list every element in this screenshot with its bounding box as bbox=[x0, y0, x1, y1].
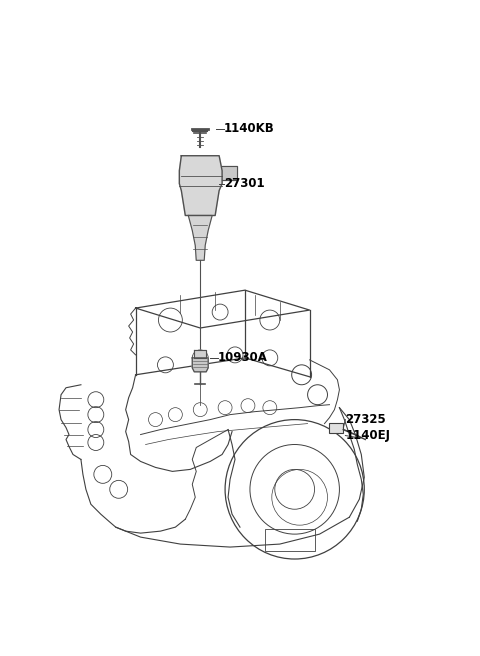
Text: 27325: 27325 bbox=[346, 413, 386, 426]
Polygon shape bbox=[222, 166, 237, 180]
Polygon shape bbox=[180, 155, 222, 215]
Polygon shape bbox=[194, 350, 206, 358]
Text: 1140KB: 1140KB bbox=[224, 123, 275, 135]
Bar bbox=[265, 529, 314, 551]
Text: 27301: 27301 bbox=[224, 177, 264, 190]
Text: 1140EJ: 1140EJ bbox=[346, 429, 390, 442]
Polygon shape bbox=[192, 358, 208, 372]
Bar bbox=[329, 422, 343, 432]
Text: 10930A: 10930A bbox=[218, 352, 268, 364]
Polygon shape bbox=[188, 215, 212, 260]
